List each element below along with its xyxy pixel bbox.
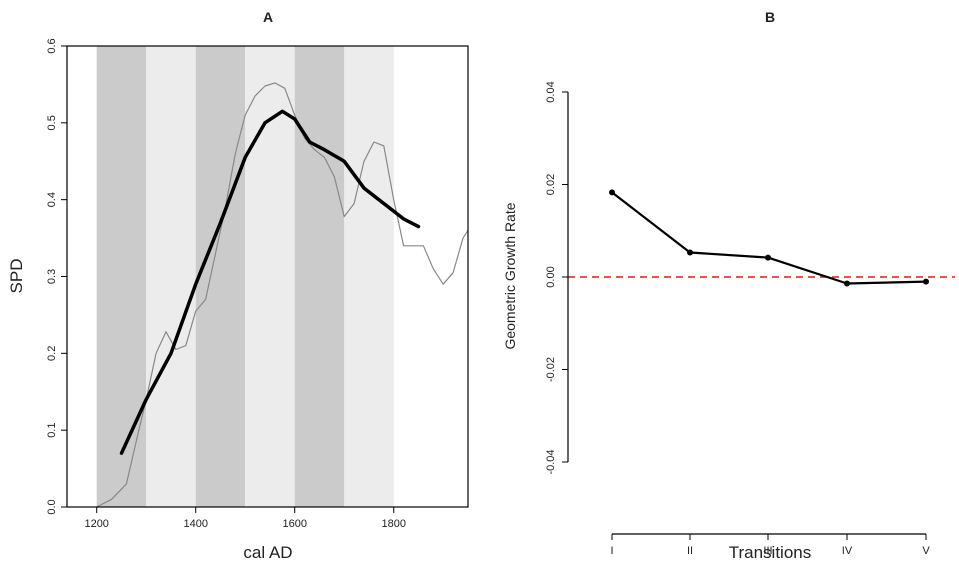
growth-rate-point	[765, 254, 771, 261]
x-tick-label: 1800	[381, 518, 405, 530]
panel-a-y-ticks: 0.0 0.1 0.2 0.3 0.4 0.5 0.6	[46, 38, 67, 515]
panel-b-series	[609, 189, 929, 287]
y-tick-label: -0.04	[545, 449, 557, 474]
growth-rate-point	[844, 280, 850, 287]
y-tick-label: 0.1	[46, 423, 58, 438]
x-tick-label: III	[763, 545, 772, 557]
panel-a-bands	[96, 46, 394, 507]
x-tick-label: IV	[842, 545, 853, 557]
x-tick-label: 1200	[84, 518, 108, 530]
y-tick-label: 0.3	[46, 269, 58, 284]
panel-b-y-axis-title: Geometric Growth Rate	[502, 202, 518, 349]
y-tick-label: 0.5	[46, 115, 58, 130]
y-tick-label: -0.02	[545, 357, 557, 382]
y-tick-label: 0.02	[545, 174, 557, 195]
growth-rate-line	[611, 191, 927, 285]
period-band-6	[344, 46, 394, 507]
period-band-3	[195, 46, 246, 507]
y-tick-label: 0.00	[545, 266, 557, 287]
period-band-1	[96, 46, 147, 507]
growth-rate-point	[687, 249, 693, 256]
y-tick-label: 0.6	[46, 38, 58, 53]
panel-b: B -0.04-0.020.000.020.04I II III IV V Transi…	[502, 9, 955, 562]
panel-a-title: A	[263, 9, 273, 25]
y-tick-label: 0.4	[46, 192, 58, 207]
panel-a-series	[96, 82, 469, 508]
growth-rate-point	[609, 189, 615, 196]
period-band-2	[146, 46, 196, 507]
panel-a-x-ticks: 1200 1400 1600 1800	[84, 507, 406, 530]
x-tick-label: 1600	[282, 518, 306, 530]
period-band-5	[294, 46, 345, 507]
growth-rate-point	[923, 278, 929, 285]
y-tick-label: 0.04	[545, 81, 557, 102]
period-band-4	[245, 46, 295, 507]
panel-b-title: B	[765, 9, 775, 25]
x-tick-label: V	[922, 545, 930, 557]
y-tick-label: 0.2	[46, 346, 58, 361]
panel-a: A 1200 1400 1600 1800 0.0 0.1 0.2 0.3 0.4 0.5 0.6…	[7, 9, 469, 562]
x-tick-label: 1400	[183, 518, 207, 530]
panel-a-x-axis-title: cal AD	[243, 543, 292, 562]
panel-b-axes: -0.04-0.020.000.020.04I II III IV V	[545, 81, 930, 557]
panel-a-y-axis-title: SPD	[7, 259, 26, 294]
panel-b-x-axis-title: Transitions	[729, 543, 812, 562]
spd-smoothed-line	[119, 109, 421, 455]
x-tick-label: II	[687, 545, 693, 557]
x-tick-label: I	[610, 545, 613, 557]
y-tick-label: 0.0	[46, 499, 58, 514]
spd-raw-line	[96, 82, 469, 508]
